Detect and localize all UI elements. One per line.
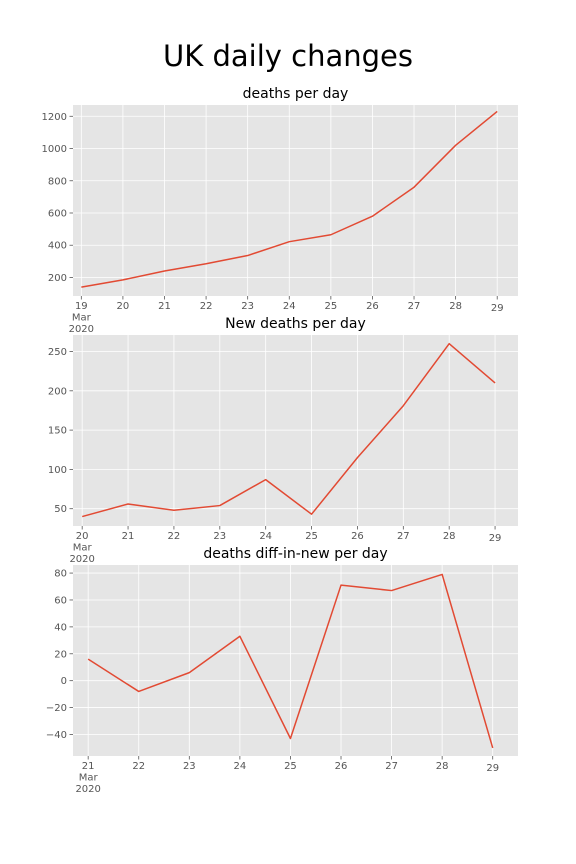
figure-title: UK daily changes [163,39,413,73]
x-tick-label: 22 [200,301,213,312]
chart-1: 200 400 600 800 1000 1200 19 Mar 2020 20 21 22 23 24 2… [42,86,518,335]
x-tick-label: 23 [183,761,196,772]
plot-area [73,565,518,756]
x-tick-label: 27 [385,761,398,772]
y-tick-label: 600 [48,208,67,219]
x-tick-label: 22 [168,531,181,542]
x-tick-label: 27 [397,531,410,542]
x-tick-label: 28 [449,301,462,312]
y-tick-label: 1200 [42,112,67,123]
y-tick-label: 60 [54,595,67,606]
x-tick-label: 24 [234,761,247,772]
y-tick-label: 20 [54,649,67,660]
y-tick-label: 400 [48,241,67,252]
y-tick-label: 80 [54,569,67,580]
series-line [81,110,498,288]
x-tick-label: 25 [284,761,297,772]
x-tick-label: 25 [305,531,318,542]
y-tick-label: −40 [46,730,67,741]
x-tick-label: 23 [213,531,226,542]
x-tick-label: 27 [408,301,421,312]
series-line [81,342,496,518]
x-tick-label: 24 [259,531,272,542]
y-tick-label: 40 [54,622,67,633]
x-tick-label: 21 [122,531,135,542]
y-tick-label: 50 [54,504,67,515]
y-tick-label: 200 [48,273,67,284]
x-tick-label: 23 [241,301,254,312]
y-tick-label: 0 [61,676,67,687]
x-tick-label: 21 [158,301,171,312]
x-tick-label: 28 [443,531,456,542]
x-tick-label: 28 [436,761,449,772]
x-tick-label: 26 [351,531,364,542]
chart-title: deaths per day [243,86,349,102]
y-tick-label: 200 [48,386,67,397]
x-tick-label: 26 [335,761,348,772]
y-tick-label: 1000 [42,144,67,155]
x-tick-label: 19 Mar 2020 [69,301,94,335]
x-tick-label: 29 [491,303,504,314]
plot-area [73,105,518,296]
chart-3: −40 −20 0 20 40 60 80 21 Mar 2020 22 23 24 25 26 27 28 29… [46,546,518,795]
x-tick-label: 20 Mar 2020 [69,531,94,565]
y-tick-label: 250 [48,347,67,358]
x-tick-label: 26 [366,301,379,312]
y-tick-label: 150 [48,426,67,437]
x-tick-label: 22 [132,761,145,772]
y-tick-label: 800 [48,176,67,187]
series-line [87,573,494,749]
chart-2: 50 100 150 200 250 20 Mar 2020 21 22 23 24 25 26 27 28 2… [48,316,518,565]
y-tick-label: 100 [48,465,67,476]
chart-title: deaths diff-in-new per day [203,546,387,562]
x-tick-label: 20 [117,301,130,312]
x-tick-label: 21 Mar 2020 [75,761,100,795]
x-tick-label: 25 [324,301,337,312]
x-tick-label: 24 [283,301,296,312]
x-tick-label: 29 [486,763,499,774]
chart-title: New deaths per day [225,316,366,332]
y-tick-label: −20 [46,703,67,714]
x-tick-label: 29 [489,533,502,544]
